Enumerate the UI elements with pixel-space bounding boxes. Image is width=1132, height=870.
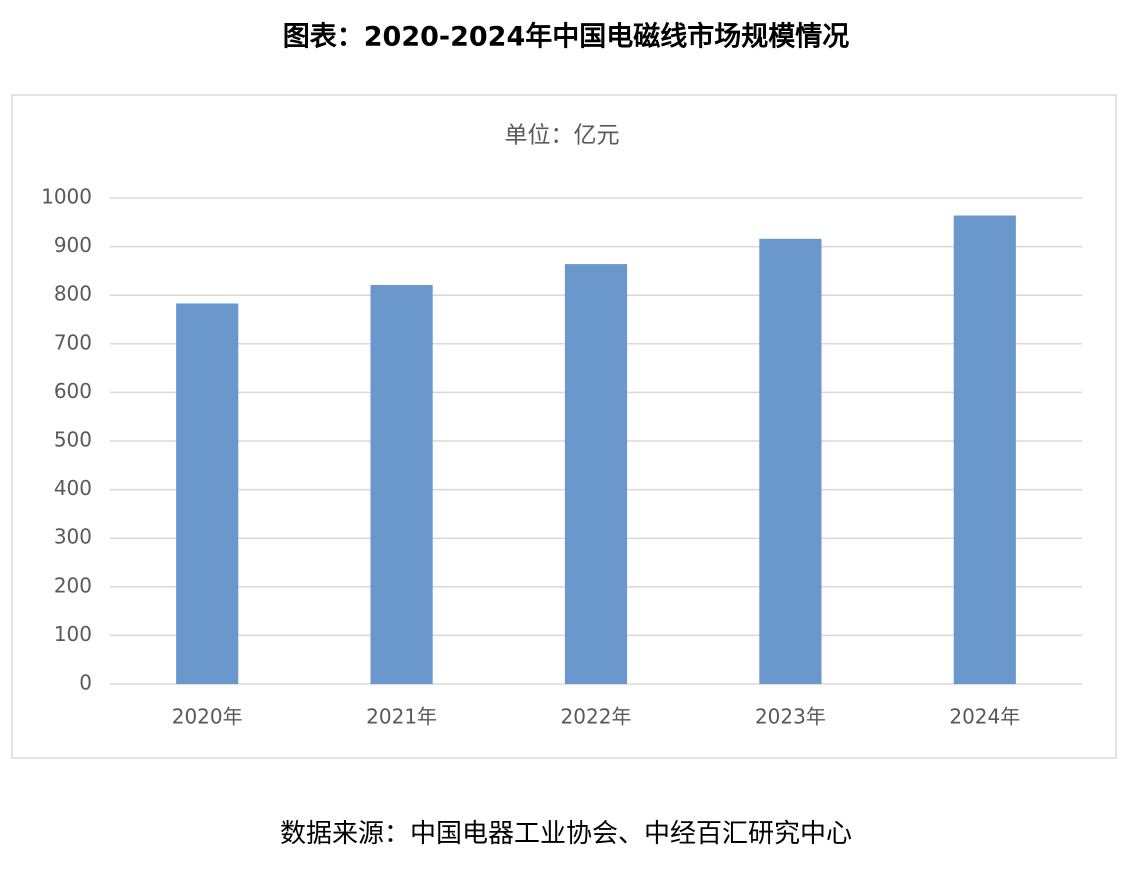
y-tick-label: 1000 bbox=[41, 185, 92, 209]
y-tick-label: 0 bbox=[79, 671, 92, 695]
bar bbox=[564, 264, 628, 684]
y-tick-label: 900 bbox=[54, 233, 92, 257]
bar bbox=[176, 303, 239, 684]
x-tick-label: 2023年 bbox=[755, 705, 826, 729]
y-tick-label: 600 bbox=[54, 379, 92, 403]
x-tick-label: 2020年 bbox=[172, 705, 243, 729]
bar bbox=[370, 284, 433, 684]
y-tick-label: 100 bbox=[54, 622, 92, 646]
y-tick-label: 500 bbox=[54, 428, 92, 452]
bar bbox=[953, 215, 1016, 684]
y-tick-label: 300 bbox=[54, 525, 92, 549]
y-tick-label: 200 bbox=[54, 573, 92, 597]
y-tick-label: 800 bbox=[54, 282, 92, 306]
bar bbox=[759, 238, 822, 684]
y-tick-label: 700 bbox=[54, 330, 92, 354]
y-tick-label: 400 bbox=[54, 476, 92, 500]
source-note: 数据来源：中国电器工业协会、中经百汇研究中心 bbox=[280, 819, 852, 849]
x-tick-label: 2021年 bbox=[366, 705, 437, 729]
chart-title: 图表：2020-2024年中国电磁线市场规模情况 bbox=[283, 21, 850, 53]
x-tick-label: 2024年 bbox=[949, 705, 1020, 729]
x-tick-label: 2022年 bbox=[561, 705, 632, 729]
chart-subtitle: 单位：亿元 bbox=[505, 123, 620, 149]
